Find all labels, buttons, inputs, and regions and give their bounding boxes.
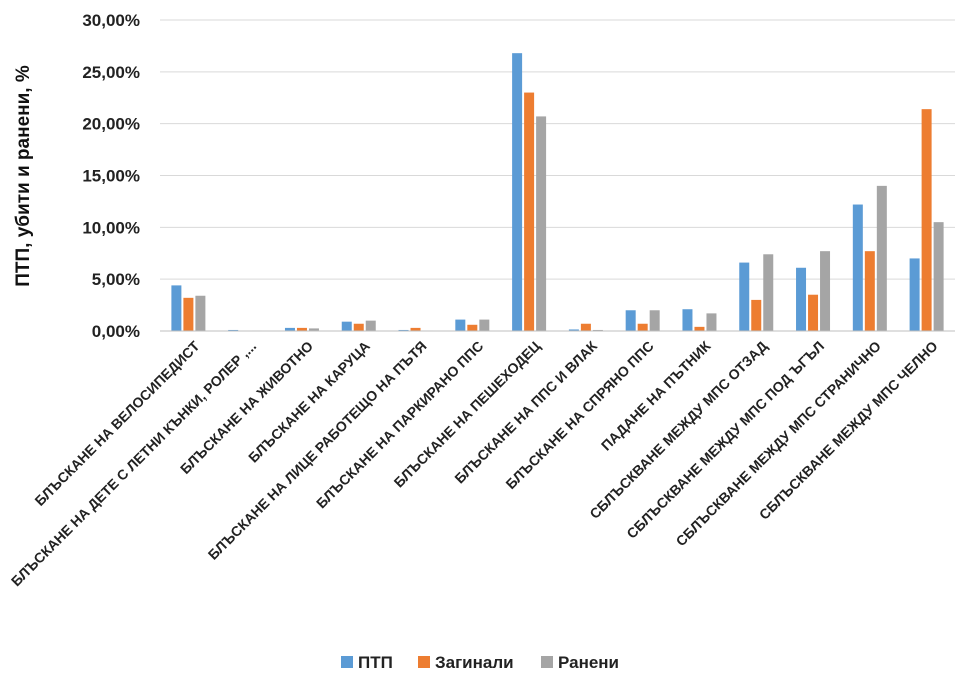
bar	[296, 327, 307, 331]
bar	[365, 320, 376, 331]
y-tick-label: 0,00%	[92, 322, 140, 341]
bar	[308, 328, 319, 331]
bar	[524, 92, 535, 331]
bar	[852, 204, 863, 331]
y-tick-label: 10,00%	[82, 218, 140, 237]
bar	[921, 109, 932, 331]
bar	[284, 327, 295, 331]
x-category-label: ПАДАНЕ НА ПЪТНИК	[598, 337, 714, 453]
bar	[341, 321, 352, 331]
legend-swatch	[341, 656, 353, 668]
bar	[479, 319, 490, 331]
y-tick-label: 30,00%	[82, 11, 140, 30]
legend-label: Ранени	[558, 653, 619, 672]
legend-swatch	[418, 656, 430, 668]
bar	[183, 297, 194, 331]
x-category-label: СБЛЪСКВАНЕ МЕЖДУ МПС СТРАНИЧНО	[673, 338, 885, 550]
bar	[706, 313, 717, 331]
bar	[171, 285, 182, 331]
bar	[398, 329, 409, 331]
bar	[568, 329, 579, 331]
y-tick-label: 20,00%	[82, 115, 140, 134]
bar	[649, 310, 660, 331]
bars	[171, 53, 944, 331]
bar	[536, 116, 547, 331]
bar	[933, 222, 944, 331]
bar	[763, 254, 774, 331]
bar	[512, 53, 523, 331]
bar	[808, 294, 819, 331]
bar	[694, 326, 705, 331]
bar	[876, 185, 887, 331]
legend-swatch	[541, 656, 553, 668]
bar	[682, 309, 693, 331]
bar	[796, 267, 807, 331]
bar	[410, 327, 421, 331]
y-axis-ticks: 0,00% 5,00% 10,00% 15,00% 20,00% 25,00% 30,00%	[82, 11, 140, 341]
bar	[739, 262, 750, 331]
bar	[909, 258, 920, 331]
y-tick-label: 5,00%	[92, 270, 140, 289]
bar	[228, 329, 239, 331]
x-category-label: БЛЪСКАНЕ НА ЛИЦЕ РАБОТЕЩО НА ПЪТЯ	[205, 338, 430, 563]
bar	[864, 251, 875, 331]
bar	[467, 324, 478, 331]
y-tick-label: 15,00%	[82, 167, 140, 186]
bar	[820, 251, 831, 331]
bar	[637, 323, 648, 331]
y-tick-label: 25,00%	[82, 63, 140, 82]
bar	[592, 329, 603, 331]
x-category-label: СБЛЪСКВАНЕ МЕЖДУ МПС ПОД ЪГЪЛ	[623, 338, 827, 542]
bar	[625, 310, 636, 331]
y-axis-label: ПТП, убити и ранени, %	[13, 65, 34, 287]
bar	[751, 299, 762, 331]
bar	[195, 295, 206, 331]
legend-label: Загинали	[435, 653, 514, 672]
legend-label: ПТП	[358, 653, 393, 672]
gridlines	[160, 19, 955, 280]
bar	[580, 323, 591, 331]
bar	[455, 319, 466, 331]
legend: ПТП Загинали Ранени	[341, 653, 619, 672]
bar	[353, 323, 364, 331]
